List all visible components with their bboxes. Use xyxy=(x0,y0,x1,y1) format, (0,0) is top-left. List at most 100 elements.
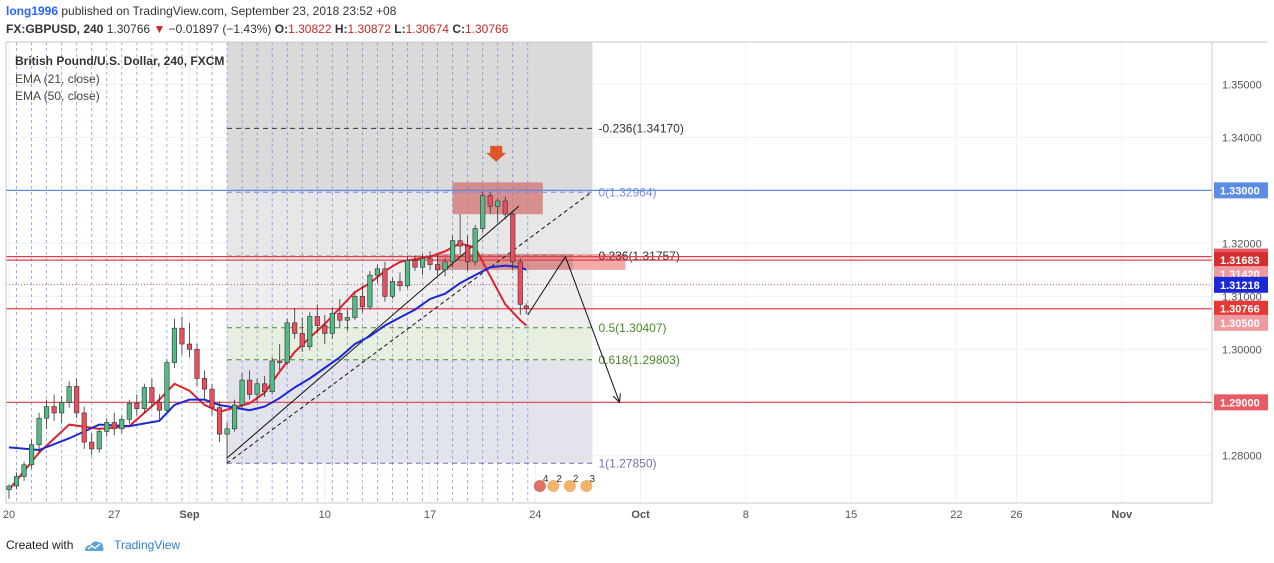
candle xyxy=(352,292,358,321)
event-flag-icon xyxy=(580,480,593,492)
price-badge-label: 1.30500 xyxy=(1220,318,1260,330)
candle xyxy=(201,370,208,400)
time-tick-label: 24 xyxy=(529,509,541,521)
candle xyxy=(465,235,471,271)
candle-body xyxy=(66,386,72,403)
low-label: L: xyxy=(394,22,406,36)
fib-level-label: 0.5(1.30407) xyxy=(598,321,666,335)
time-tick-label: 15 xyxy=(845,509,857,521)
candle xyxy=(299,317,305,352)
candle xyxy=(171,318,177,368)
close-value: 1.30766 xyxy=(464,22,509,36)
candle-body xyxy=(299,333,305,347)
candle xyxy=(457,214,463,254)
candle-body xyxy=(224,428,230,435)
candle-body xyxy=(277,360,283,363)
high-value: 1.30872 xyxy=(347,22,391,36)
candle xyxy=(126,399,132,424)
candle xyxy=(156,394,162,420)
candle-body xyxy=(201,378,208,390)
candle xyxy=(292,308,298,339)
candle-body xyxy=(59,402,65,414)
price-badge-label: 1.29000 xyxy=(1220,397,1260,409)
candle-body xyxy=(517,261,523,305)
candle-body xyxy=(465,245,471,263)
time-tick-label: Nov xyxy=(1111,509,1133,521)
down-arrow-marker-icon xyxy=(486,145,507,162)
candle-body xyxy=(254,383,260,395)
candle-body xyxy=(374,268,380,276)
fib-level-label: -0.236(1.34170) xyxy=(598,121,683,135)
price-tick-label: 1.32000 xyxy=(1222,238,1262,250)
tradingview-link[interactable]: TradingView xyxy=(114,538,181,552)
candle xyxy=(442,258,448,277)
candle xyxy=(404,256,411,289)
candle-body xyxy=(126,403,132,420)
candle xyxy=(419,253,426,276)
candle-body xyxy=(216,407,223,435)
low-value: 1.30674 xyxy=(405,22,449,36)
candle xyxy=(89,433,95,456)
candle xyxy=(164,358,170,413)
candle-body xyxy=(194,349,200,379)
candle-body xyxy=(450,240,456,263)
candle xyxy=(13,472,20,490)
fib-zone-5-618 xyxy=(227,327,593,360)
candle xyxy=(472,224,478,266)
candle xyxy=(487,192,493,215)
close-label: C: xyxy=(452,22,465,36)
candle xyxy=(307,312,313,351)
price-tick-label: 1.30000 xyxy=(1222,344,1262,356)
candle-body xyxy=(13,476,20,487)
candle xyxy=(141,383,147,413)
candle xyxy=(277,344,283,371)
candle-body xyxy=(307,316,313,347)
candle-body xyxy=(239,379,245,406)
candle-body xyxy=(329,313,335,334)
candle xyxy=(81,406,87,449)
candle xyxy=(254,378,260,403)
candle-body xyxy=(457,240,463,247)
candle-body xyxy=(344,317,350,321)
candle xyxy=(186,322,193,358)
candle xyxy=(36,412,42,453)
candle-body xyxy=(412,260,418,268)
author-link[interactable]: long1996 xyxy=(6,4,59,18)
candle-body xyxy=(397,281,403,287)
candle xyxy=(502,196,508,220)
supply-zone xyxy=(437,253,573,270)
time-tick-label: 17 xyxy=(424,509,436,521)
event-count-label: 3 xyxy=(589,474,595,485)
candle-body xyxy=(164,362,170,411)
plot-area xyxy=(6,42,1212,503)
fib-level-label: 0.618(1.29803) xyxy=(598,353,679,367)
ema50-line xyxy=(8,264,527,452)
candle xyxy=(51,394,57,421)
time-tick-label: 22 xyxy=(950,509,962,521)
event-flag-icon xyxy=(533,480,546,492)
publish-info: published on TradingView.com, September … xyxy=(61,4,397,18)
candle xyxy=(412,255,418,271)
price-badge-label: 1.31218 xyxy=(1220,280,1260,292)
price-tick-label: 1.28000 xyxy=(1222,450,1262,462)
event-count-label: 4 xyxy=(543,474,549,485)
candle-body xyxy=(269,360,275,393)
fib-zone-618-1 xyxy=(227,359,593,464)
candle-body xyxy=(359,296,365,308)
candle xyxy=(209,383,215,416)
candle xyxy=(194,344,200,387)
candle xyxy=(104,418,110,437)
symbol-line: FX:GBPUSD, 240 1.30766 ▼ −0.01897 (−1.43… xyxy=(6,22,508,36)
candle xyxy=(382,261,388,302)
candle xyxy=(480,191,486,233)
candle xyxy=(29,439,35,469)
candle-body xyxy=(495,200,501,207)
candle xyxy=(284,318,290,366)
candle-body xyxy=(6,485,12,491)
candle-body xyxy=(74,386,80,414)
event-flag-icon xyxy=(547,480,560,492)
price-badge xyxy=(1214,182,1268,199)
price-badge-label: 1.33000 xyxy=(1220,185,1260,197)
publish-line: long1996 published on TradingView.com, S… xyxy=(6,4,396,18)
